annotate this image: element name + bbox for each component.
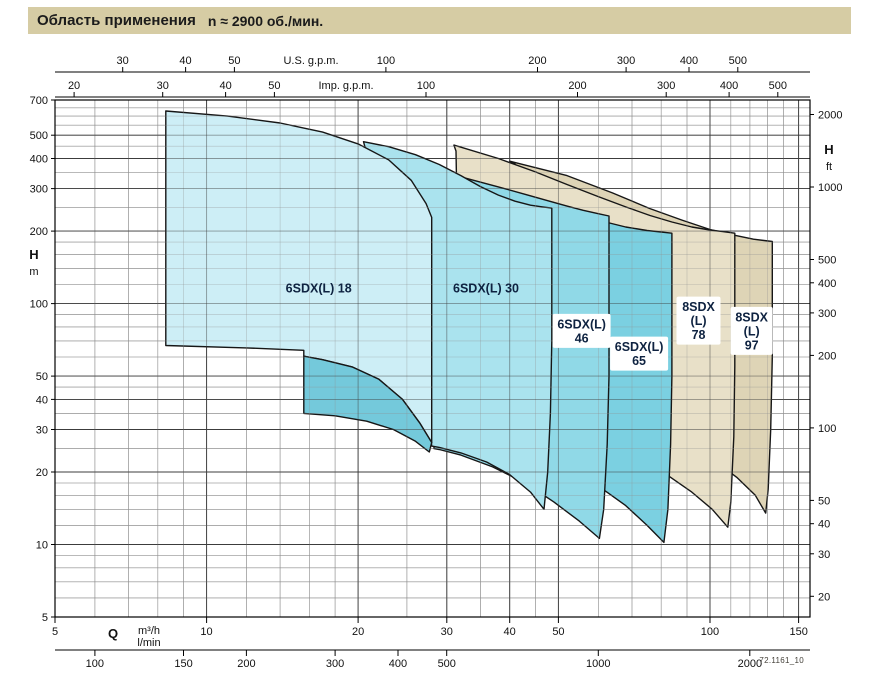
tick-label: 2000 (818, 109, 842, 121)
tick-label: 20 (36, 467, 48, 479)
tick-label: 20 (352, 626, 364, 638)
tick-label: 500 (818, 255, 836, 267)
y-axis-symbol: H (824, 142, 833, 157)
region-label-box (730, 306, 773, 355)
chart-title: Область применения (37, 12, 196, 29)
tick-label: 100 (30, 299, 48, 311)
axis-unit: m³/h (138, 625, 160, 637)
tick-label: 200 (528, 55, 546, 67)
tick-label: 400 (818, 278, 836, 290)
tick-label: 400 (30, 154, 48, 166)
tick-label: 100 (701, 626, 719, 638)
y-axis-symbol: H (29, 247, 38, 262)
region-label-97: 8SDX (735, 310, 768, 324)
tick-label: 30 (441, 626, 453, 638)
region-label-box (610, 336, 669, 371)
tick-label: 300 (617, 55, 635, 67)
region-labels: 6SDX(L) 18 6SDX(L) 306SDX(L)466SDX(L)658S… (286, 282, 773, 371)
axis-unit: ft (826, 161, 832, 173)
tick-label: 500 (438, 658, 456, 670)
region-label-46: 6SDX(L) (557, 317, 606, 331)
tick-label: 30 (117, 55, 129, 67)
region-label-65: 6SDX(L) (615, 340, 664, 354)
tick-label: 150 (174, 658, 192, 670)
tick-label: 50 (36, 371, 48, 383)
tick-label: 300 (30, 184, 48, 196)
region-label-97: (L) (744, 324, 760, 338)
tick-label: 100 (377, 55, 395, 67)
tick-label: 700 (30, 95, 48, 107)
region-label-box (552, 313, 611, 348)
region-label-box (676, 296, 721, 345)
tick-label: 30 (36, 425, 48, 437)
region-label-78: 8SDX (682, 300, 715, 314)
region-label-30: 6SDX(L) 30 (453, 282, 519, 296)
tick-label: 50 (818, 495, 830, 507)
tick-label: 5 (42, 612, 48, 624)
tick-label: 40 (504, 626, 516, 638)
tick-label: 400 (389, 658, 407, 670)
tick-label: 200 (30, 226, 48, 238)
region-label-65: 65 (632, 354, 646, 368)
tick-label: 1000 (586, 658, 610, 670)
tick-label: 50 (552, 626, 564, 638)
tick-label: 2000 (738, 658, 762, 670)
region-label-97: 97 (745, 338, 759, 352)
tick-label: 500 (729, 55, 747, 67)
tick-label: 30 (818, 549, 830, 561)
region-label-46: 46 (575, 331, 589, 345)
tick-label: 500 (769, 80, 787, 92)
drawing-code: 72.1161_10 (759, 656, 804, 665)
chart-speed: n ≈ 2900 об./мин. (207, 12, 324, 29)
tick-label: 20 (818, 591, 830, 603)
region-label-78: 78 (692, 328, 706, 342)
tick-label: 100 (818, 423, 836, 435)
x-axis-symbol: Q (108, 626, 118, 641)
tick-label: 5 (52, 626, 58, 638)
region-label-78: (L) (691, 314, 707, 328)
tick-label: 400 (680, 55, 698, 67)
tick-label: 40 (219, 80, 231, 92)
axis-unit: Imp. g.p.m. (318, 80, 373, 92)
axis-unit: l/min (137, 637, 160, 649)
axis-unit: m (29, 266, 38, 278)
tick-label: 400 (720, 80, 738, 92)
tick-label: 50 (228, 55, 240, 67)
tick-label: 100 (86, 658, 104, 670)
tick-label: 150 (789, 626, 807, 638)
tick-label: 40 (179, 55, 191, 67)
tick-label: 20 (68, 80, 80, 92)
axis-unit: U.S. g.p.m. (283, 55, 338, 67)
region-label-18: 6SDX(L) 18 (286, 282, 352, 296)
tick-label: 100 (417, 80, 435, 92)
region-outline-6sdxl-18-low (303, 355, 433, 453)
tick-label: 200 (568, 80, 586, 92)
tick-label: 300 (326, 658, 344, 670)
tick-label: 300 (818, 308, 836, 320)
tick-label: 300 (657, 80, 675, 92)
region-6sdxl-18-low (303, 356, 432, 452)
region-6sdx-18 (165, 111, 432, 443)
tick-label: 1000 (818, 182, 842, 194)
tick-label: 200 (237, 658, 255, 670)
tick-label: 500 (30, 130, 48, 142)
tick-label: 40 (818, 519, 830, 531)
tick-label: 50 (268, 80, 280, 92)
tick-label: 10 (36, 539, 48, 551)
title-bar: Область применения n ≈ 2900 об./мин. (28, 7, 851, 34)
plot-border (54, 99, 811, 618)
tick-label: 10 (200, 626, 212, 638)
tick-label: 200 (818, 350, 836, 362)
region-outline-6sdx-46 (431, 168, 610, 540)
tick-label: 40 (36, 394, 48, 406)
tick-label: 30 (157, 80, 169, 92)
